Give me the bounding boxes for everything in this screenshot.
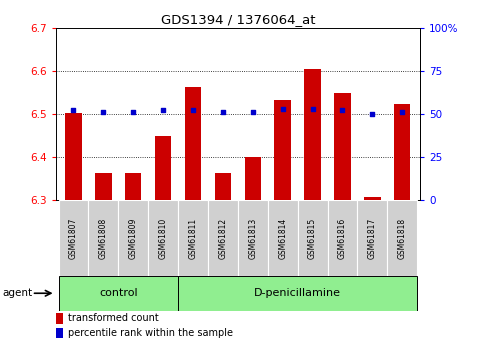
- Text: GSM61810: GSM61810: [158, 217, 168, 259]
- Bar: [88, 200, 118, 276]
- Bar: [244, 157, 261, 200]
- Text: GSM61818: GSM61818: [398, 217, 407, 259]
- Text: GSM61816: GSM61816: [338, 217, 347, 259]
- Bar: [178, 276, 417, 310]
- Point: [249, 109, 256, 115]
- Bar: [56, 328, 63, 338]
- Point: [189, 108, 197, 113]
- Text: percentile rank within the sample: percentile rank within the sample: [68, 328, 233, 338]
- Bar: [274, 100, 291, 200]
- Bar: [357, 200, 387, 276]
- Point: [219, 109, 227, 115]
- Text: agent: agent: [2, 288, 32, 298]
- Bar: [56, 313, 63, 324]
- Point: [129, 109, 137, 115]
- Text: GSM61815: GSM61815: [308, 217, 317, 259]
- Text: transformed count: transformed count: [68, 313, 158, 323]
- Point: [70, 108, 77, 113]
- Bar: [387, 200, 417, 276]
- Text: GSM61817: GSM61817: [368, 217, 377, 259]
- Text: GSM61808: GSM61808: [99, 217, 108, 259]
- Text: GSM61814: GSM61814: [278, 217, 287, 259]
- Text: GSM61809: GSM61809: [129, 217, 138, 259]
- Bar: [394, 104, 411, 200]
- Title: GDS1394 / 1376064_at: GDS1394 / 1376064_at: [161, 13, 315, 27]
- Text: GSM61812: GSM61812: [218, 217, 227, 259]
- Bar: [58, 200, 88, 276]
- Bar: [238, 200, 268, 276]
- Bar: [178, 200, 208, 276]
- Bar: [327, 200, 357, 276]
- Text: GSM61813: GSM61813: [248, 217, 257, 259]
- Bar: [185, 87, 201, 200]
- Bar: [95, 173, 112, 200]
- Point: [159, 108, 167, 113]
- Text: control: control: [99, 288, 138, 298]
- Bar: [208, 200, 238, 276]
- Bar: [118, 200, 148, 276]
- Point: [99, 109, 107, 115]
- Point: [398, 109, 406, 115]
- Bar: [268, 200, 298, 276]
- Bar: [298, 200, 327, 276]
- Bar: [58, 276, 178, 310]
- Point: [309, 106, 316, 111]
- Text: GSM61807: GSM61807: [69, 217, 78, 259]
- Point: [279, 106, 286, 111]
- Bar: [65, 112, 82, 200]
- Text: D-penicillamine: D-penicillamine: [254, 288, 341, 298]
- Point: [339, 108, 346, 113]
- Bar: [304, 69, 321, 200]
- Point: [369, 111, 376, 117]
- Text: GSM61811: GSM61811: [188, 217, 198, 259]
- Bar: [334, 93, 351, 200]
- Bar: [125, 173, 142, 200]
- Bar: [155, 136, 171, 200]
- Bar: [148, 200, 178, 276]
- Bar: [364, 197, 381, 200]
- Bar: [215, 173, 231, 200]
